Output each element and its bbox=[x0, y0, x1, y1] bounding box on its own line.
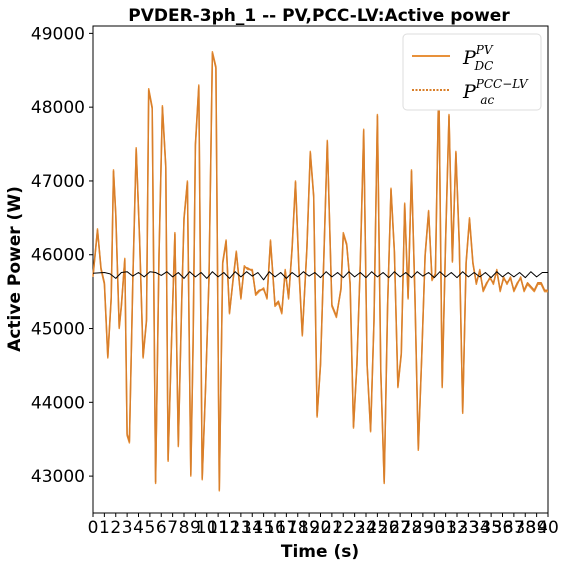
x-tick-label-20: 20 bbox=[310, 518, 332, 538]
x-tick-label-28: 28 bbox=[401, 518, 423, 538]
x-tick-label-27: 27 bbox=[389, 518, 411, 538]
y-tick-label-2: 45000 bbox=[31, 320, 85, 340]
x-tick-label-23: 23 bbox=[344, 518, 366, 538]
x-tick-label-4: 4 bbox=[133, 518, 144, 538]
x-tick-label-22: 22 bbox=[332, 518, 354, 538]
x-tick-label-29: 29 bbox=[412, 518, 434, 538]
x-tick-label-36: 36 bbox=[492, 518, 514, 538]
x-tick-label-9: 9 bbox=[190, 518, 201, 538]
x-tick-label-16: 16 bbox=[264, 518, 286, 538]
x-tick-label-26: 26 bbox=[378, 518, 400, 538]
series-line-2 bbox=[92, 271, 548, 281]
y-tick-label-0: 43000 bbox=[31, 467, 85, 487]
x-tick-label-11: 11 bbox=[207, 518, 229, 538]
legend-main-pdc: P bbox=[462, 47, 477, 69]
y-tick-label-4: 47000 bbox=[31, 172, 85, 192]
y-axis: 43000 44000 45000 46000 47000 48000 49000 bbox=[31, 24, 93, 487]
series-line-1 bbox=[92, 52, 548, 491]
x-tick-label-19: 19 bbox=[298, 518, 320, 538]
x-tick-label-37: 37 bbox=[503, 518, 525, 538]
x-tick-label-30: 30 bbox=[423, 518, 445, 538]
x-tick-label-33: 33 bbox=[458, 518, 480, 538]
x-tick-label-2: 2 bbox=[110, 518, 121, 538]
x-axis-title: Time (s) bbox=[281, 542, 359, 562]
x-tick-label-15: 15 bbox=[253, 518, 275, 538]
x-tick-label-35: 35 bbox=[480, 518, 502, 538]
x-tick-label-13: 13 bbox=[230, 518, 252, 538]
x-tick-label-34: 34 bbox=[469, 518, 491, 538]
series-layer bbox=[92, 51, 548, 492]
x-tick-label-21: 21 bbox=[321, 518, 343, 538]
x-tick-label-38: 38 bbox=[514, 518, 536, 538]
chart-title: PVDER-3ph_1 -- PV,PCC-LV:Active power bbox=[128, 6, 510, 26]
x-tick-label-7: 7 bbox=[167, 518, 178, 538]
y-tick-label-6: 49000 bbox=[31, 24, 85, 44]
x-tick-label-24: 24 bbox=[355, 518, 377, 538]
x-axis: 0 1 2 3 4 5 6 7 8 9101112131415161718192021222324… bbox=[88, 513, 559, 538]
y-tick-label-5: 48000 bbox=[31, 98, 85, 118]
legend: PPV DC PPCC−LV ac bbox=[402, 33, 542, 111]
legend-sup-pac: PCC−LV bbox=[475, 77, 529, 91]
x-tick-label-10: 10 bbox=[196, 518, 218, 538]
legend-sup-pdc: PV bbox=[475, 43, 494, 57]
legend-label-pdc: PPV DC bbox=[462, 43, 494, 73]
x-tick-label-5: 5 bbox=[144, 518, 155, 538]
x-tick-label-18: 18 bbox=[287, 518, 309, 538]
legend-main-pac: P bbox=[462, 81, 477, 103]
x-tick-label-17: 17 bbox=[276, 518, 298, 538]
legend-label-pac: PPCC−LV ac bbox=[462, 77, 529, 107]
x-tick-label-31: 31 bbox=[435, 518, 457, 538]
y-tick-label-3: 46000 bbox=[31, 246, 85, 266]
y-axis-title: Active Power (W) bbox=[5, 186, 25, 352]
x-tick-label-6: 6 bbox=[156, 518, 167, 538]
x-tick-label-39: 39 bbox=[526, 518, 548, 538]
x-tick-label-12: 12 bbox=[219, 518, 241, 538]
y-tick-label-1: 44000 bbox=[31, 393, 85, 413]
x-tick-label-32: 32 bbox=[446, 518, 468, 538]
x-tick-label-1: 1 bbox=[99, 518, 110, 538]
x-tick-label-0: 0 bbox=[88, 518, 99, 538]
x-tick-label-3: 3 bbox=[122, 518, 133, 538]
legend-sub-pdc: DC bbox=[474, 59, 494, 73]
x-tick-label-8: 8 bbox=[179, 518, 190, 538]
legend-sub-pac: ac bbox=[480, 93, 494, 107]
x-tick-label-40: 40 bbox=[537, 518, 559, 538]
x-tick-label-25: 25 bbox=[367, 518, 389, 538]
x-tick-label-14: 14 bbox=[241, 518, 263, 538]
